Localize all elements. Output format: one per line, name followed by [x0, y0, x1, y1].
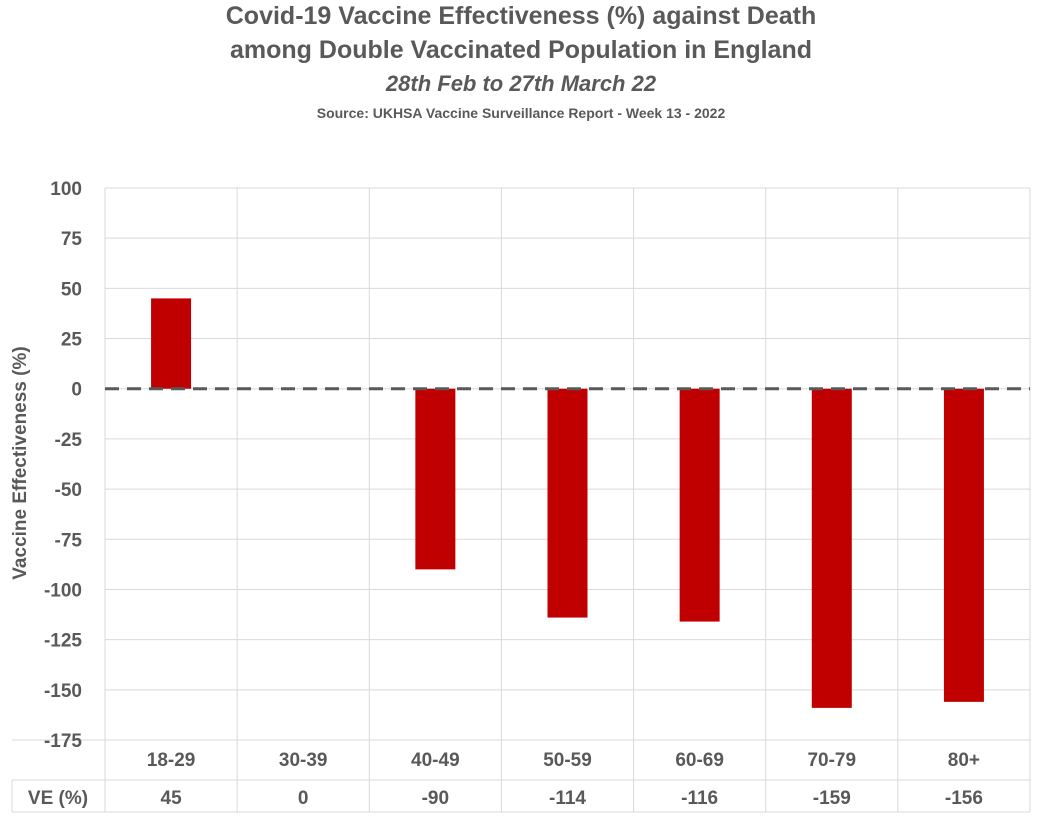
table-value: -114	[549, 788, 586, 809]
bar-40-49	[415, 389, 455, 570]
table-row-label: VE (%)	[28, 788, 88, 809]
y-tick-label: 100	[50, 179, 82, 200]
table-value: -159	[813, 788, 851, 809]
gridlines	[12, 188, 1030, 812]
x-axis-categories: 18-29 30-39 40-49 50-59 60-69 70-79 80+	[147, 750, 980, 771]
y-tick-label: 0	[71, 380, 82, 401]
y-tick-label: -125	[44, 631, 82, 652]
bar-60-69	[680, 389, 720, 622]
bar-18-29	[151, 298, 191, 388]
bar-chart: 100 75 50 25 0 -25 -50 -75 -100 -125 -150 -175 18-2…	[0, 0, 1042, 831]
x-category-label: 40-49	[411, 750, 460, 771]
table-value: -116	[681, 788, 718, 809]
y-tick-label: -150	[44, 681, 82, 702]
y-axis-label: Vaccine Effectiveness (%)	[10, 346, 31, 579]
bar-50-59	[548, 389, 588, 618]
x-category-label: 30-39	[279, 750, 328, 771]
bars	[151, 298, 984, 707]
y-tick-label: -25	[55, 430, 83, 451]
x-category-label: 18-29	[147, 750, 196, 771]
table-value: -156	[945, 788, 983, 809]
y-tick-label: 25	[61, 330, 83, 351]
y-tick-label: 75	[61, 229, 83, 250]
data-table: VE (%) 45 0 -90 -114 -116 -159 -156	[28, 788, 983, 809]
y-tick-label: -50	[55, 480, 82, 501]
x-category-label: 70-79	[807, 750, 856, 771]
table-value: 45	[161, 788, 183, 809]
y-tick-label: -75	[55, 530, 83, 551]
y-tick-label: -100	[44, 580, 82, 601]
x-category-label: 60-69	[675, 750, 724, 771]
table-value: -90	[422, 788, 449, 809]
y-axis-ticks: 100 75 50 25 0 -25 -50 -75 -100 -125 -150 -175	[44, 179, 82, 752]
y-tick-label: -175	[44, 731, 82, 752]
bar-80+	[944, 389, 984, 702]
table-value: 0	[298, 788, 309, 809]
x-category-label: 50-59	[543, 750, 592, 771]
bar-70-79	[812, 389, 852, 708]
y-tick-label: 50	[61, 279, 82, 300]
x-category-label: 80+	[948, 750, 980, 771]
